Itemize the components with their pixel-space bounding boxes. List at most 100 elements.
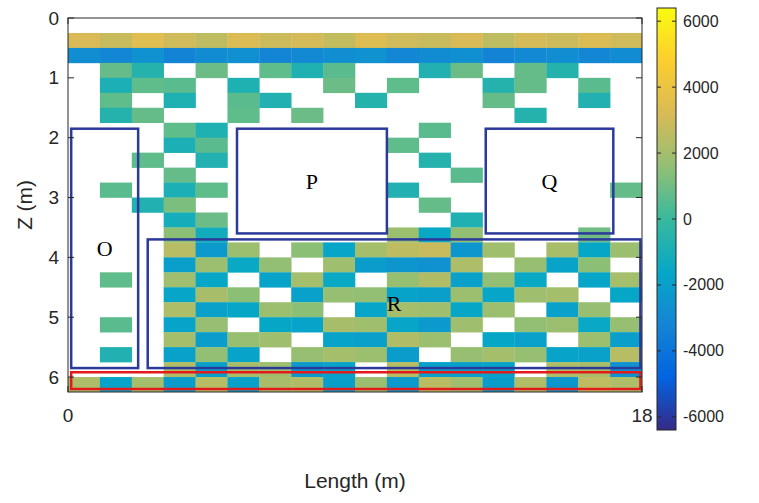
cell [164,48,196,63]
cell [355,93,387,108]
cell [196,302,228,317]
cell [227,287,259,302]
cell [291,317,323,332]
y-tick [68,18,74,19]
cell [419,287,451,302]
cell [483,347,515,362]
x-tick [642,386,643,392]
y-tick-label: 5 [48,307,59,328]
cell [355,48,387,63]
cell [387,183,419,198]
colorbar-tick [657,21,661,22]
cell [227,347,259,362]
cell [259,332,291,347]
y-tick-label: 6 [48,367,59,388]
cell [259,48,291,63]
y-tick [636,317,642,318]
cell [610,287,642,302]
cell [227,48,259,63]
cell [227,93,259,108]
colorbar-tick-label: -2000 [683,276,724,293]
y-axis-title: Z (m) [13,180,36,230]
cell [514,63,546,78]
cell [546,362,578,377]
cell [291,33,323,48]
cell [291,242,323,257]
region-box [71,372,640,389]
cell [323,257,355,272]
cell [419,33,451,48]
colorbar-tick [657,153,661,154]
colorbar-tick [672,219,676,220]
cell [259,257,291,272]
cell [451,362,483,377]
cell [546,317,578,332]
colorbar-tick [657,219,661,220]
cell [196,123,228,138]
cell [164,257,196,272]
cell [419,257,451,272]
cell [578,48,610,63]
cell [100,63,132,78]
cell [132,108,164,123]
cell [419,48,451,63]
cell [610,48,642,63]
cell [227,332,259,347]
cell [291,48,323,63]
cell [387,362,419,377]
cell [610,33,642,48]
colorbar [657,8,676,430]
cell [164,93,196,108]
x-tick [642,18,643,24]
cell [323,332,355,347]
y-tick-label: 3 [48,187,59,208]
cell [483,332,515,347]
cell [132,153,164,168]
x-tick [68,18,69,24]
cell [164,362,196,377]
cell [164,78,196,93]
cell [546,347,578,362]
cell [387,242,419,257]
cell [164,198,196,213]
cell [355,332,387,347]
cell [164,33,196,48]
cell [387,257,419,272]
region-label: R [387,291,402,316]
cell [419,153,451,168]
cell [68,48,100,63]
colorbar-tick [657,416,661,417]
chart: OPQR0123456018Length (m)Z (m)-6000-4000-… [0,0,759,503]
cell [164,287,196,302]
cell [196,242,228,257]
cell [196,138,228,153]
colorbar-tick-label: 4000 [683,79,719,96]
cell [196,332,228,347]
cell [514,33,546,48]
cell [451,257,483,272]
cell [196,287,228,302]
colorbar-tick-label: -4000 [683,342,724,359]
y-tick [68,257,74,258]
cell [451,33,483,48]
cell [259,93,291,108]
cell [578,242,610,257]
cell [227,108,259,123]
cell [291,108,323,123]
cell [610,362,642,377]
colorbar-tick-label: 2000 [683,145,719,162]
region-box [237,129,387,234]
cell [546,33,578,48]
cell [578,78,610,93]
cell [68,33,100,48]
cell [323,272,355,287]
y-tick [68,317,74,318]
cell [387,48,419,63]
cell [546,302,578,317]
colorbar-tick [672,153,676,154]
y-tick [636,77,642,78]
cell [483,362,515,377]
cell [610,332,642,347]
cell [100,108,132,123]
region-label: O [97,236,113,261]
